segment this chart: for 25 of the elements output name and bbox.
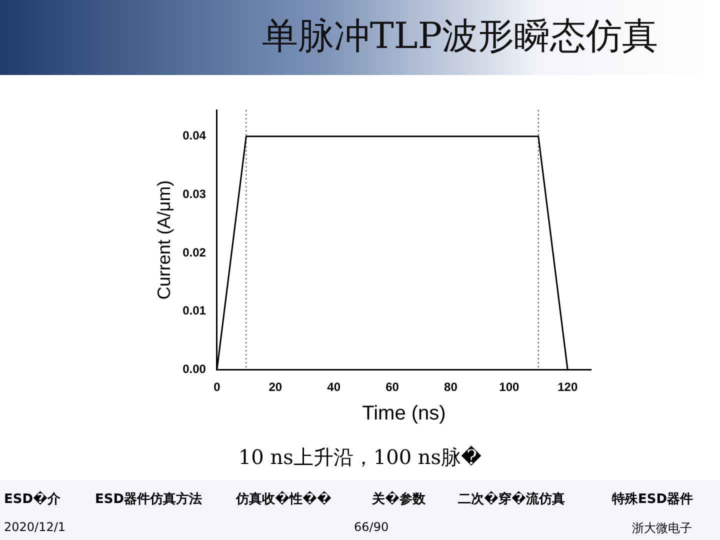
text: 特殊ESD器件 <box>612 491 694 508</box>
y-tick-label: 0.04 <box>182 128 206 143</box>
text: 浙大微电子 <box>632 520 692 537</box>
x-tick-label: 80 <box>444 380 458 394</box>
y-tick-label: 0.02 <box>182 245 206 260</box>
x-tick-label: 40 <box>327 380 341 394</box>
text: 66/90 <box>354 520 389 534</box>
x-tick-label: 20 <box>268 380 282 394</box>
text: ESD器件仿真方法 <box>95 490 202 508</box>
text: 关�参数 <box>372 490 426 508</box>
text: 仿真收�性�� <box>236 490 332 508</box>
y-tick-label: 0.00 <box>182 362 206 376</box>
y-axis-title: Current (A/μm) <box>154 180 174 300</box>
text: ESD�介 <box>4 490 61 508</box>
chart-title: 单脉冲TLP波形瞬态仿真 <box>260 15 660 59</box>
text: 2020/12/1 <box>4 520 66 534</box>
x-tick-label: 0 <box>214 380 221 394</box>
x-tick-label: 120 <box>558 380 578 394</box>
y-tick-label: 0.01 <box>182 304 206 318</box>
x-tick-label: 60 <box>386 380 400 394</box>
x-tick-label: 100 <box>499 380 520 394</box>
text: 10 ns上升沿，100 ns脉� <box>237 444 483 471</box>
y-tick-label: 0.03 <box>182 187 206 202</box>
text: 二次�穿�流仿真 <box>458 490 565 508</box>
x-axis-title: Time (ns) <box>362 402 446 425</box>
